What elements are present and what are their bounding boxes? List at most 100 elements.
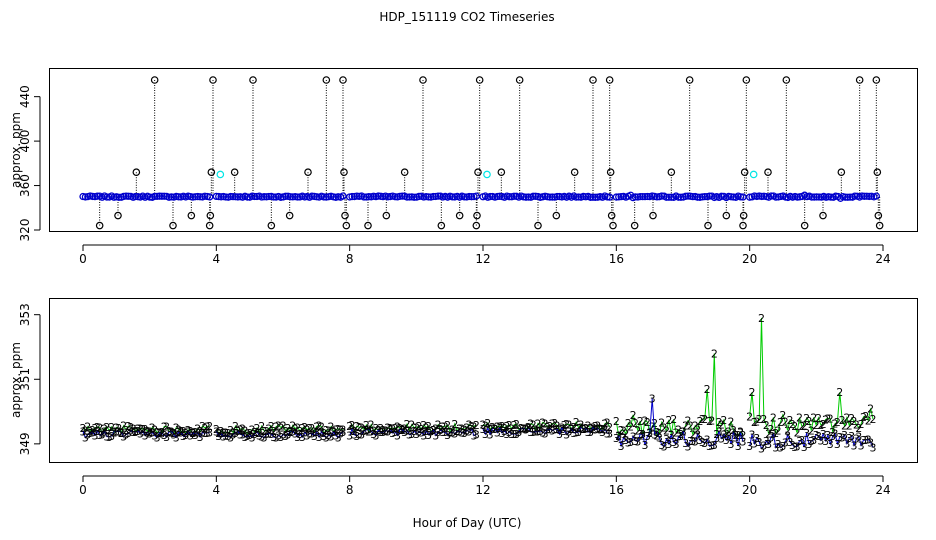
green-series-marker: 2 — [199, 420, 206, 433]
green-series-marker: 2 — [311, 426, 318, 439]
blue-series-marker: 3 — [394, 429, 401, 442]
blue-series-marker: 3 — [370, 428, 377, 441]
bottom-y-axis-title: approx. ppm — [9, 342, 23, 418]
blue-series-marker: 3 — [346, 430, 353, 443]
blue-series-marker: 3 — [249, 432, 256, 445]
green-series-marker: 2 — [656, 427, 663, 440]
blue-series-marker: 3 — [335, 432, 342, 445]
green-series-marker: 2 — [539, 416, 546, 429]
blue-series-marker: 3 — [501, 425, 508, 438]
green-series-marker: 2 — [323, 424, 330, 437]
top-plot-frame — [49, 68, 918, 232]
blue-series-marker: 3 — [96, 429, 103, 442]
green-series-marker: 2 — [575, 422, 582, 435]
data-point-black — [340, 168, 348, 177]
bottom-data-layer: 2222222222222222222222222222222222222222… — [80, 312, 877, 455]
green-series-marker: 2 — [841, 419, 848, 432]
blue-series-marker: 3 — [256, 430, 263, 443]
data-point-blue — [405, 193, 414, 201]
data-point-black — [114, 211, 122, 220]
green-series-marker: 2 — [867, 402, 874, 415]
green-series-marker: 2 — [115, 422, 122, 435]
green-series-marker: 2 — [482, 420, 489, 433]
green-series-marker: 2 — [332, 423, 339, 436]
green-series-marker: 2 — [154, 426, 161, 439]
blue-series-marker: 3 — [318, 426, 325, 439]
green-series-marker: 2 — [368, 419, 375, 432]
green-series-marker: 2 — [227, 424, 234, 437]
blue-series-marker: 3 — [668, 429, 675, 442]
green-series-marker: 2 — [824, 412, 831, 425]
blue-series-marker: 3 — [582, 422, 589, 435]
blue-series-marker: 3 — [111, 425, 118, 438]
blue-series-marker: 3 — [415, 425, 422, 438]
data-point-blue — [612, 193, 620, 201]
blue-series-marker: 3 — [487, 428, 494, 441]
green-series-line — [615, 353, 744, 439]
blue-series-marker: 3 — [815, 430, 822, 443]
green-series-marker: 2 — [197, 425, 204, 438]
blue-series-marker: 3 — [375, 424, 382, 437]
blue-series-marker: 3 — [447, 426, 454, 439]
data-point-blue — [243, 193, 252, 201]
blue-series-marker: 3 — [180, 430, 187, 443]
green-series-marker: 2 — [570, 421, 577, 434]
green-series-marker: 2 — [392, 422, 399, 435]
data-point-blue — [146, 193, 154, 201]
green-series-marker: 2 — [651, 417, 658, 430]
data-point-blue — [374, 192, 382, 200]
data-point-black — [364, 221, 372, 230]
data-point-blue — [281, 192, 290, 200]
data-point-black — [722, 211, 731, 220]
green-series-marker: 2 — [711, 347, 718, 360]
data-point-blue — [553, 192, 561, 201]
green-series-marker: 2 — [456, 422, 463, 435]
blue-series-marker: 3 — [848, 430, 855, 443]
green-series-marker: 2 — [253, 422, 260, 435]
green-series-marker: 2 — [356, 421, 363, 434]
data-point-black — [552, 211, 561, 220]
green-series-marker: 2 — [84, 421, 91, 434]
green-series-marker: 2 — [597, 423, 604, 436]
green-series-marker: 2 — [765, 427, 772, 440]
green-series-marker: 2 — [316, 419, 323, 432]
green-series-marker: 2 — [142, 423, 149, 436]
green-series-marker: 2 — [829, 426, 836, 439]
green-series-marker: 2 — [113, 421, 120, 434]
data-point-blue — [667, 193, 675, 201]
data-point-blue — [434, 192, 442, 200]
blue-series-marker: 3 — [634, 435, 641, 448]
blue-series-marker: 3 — [432, 429, 439, 442]
blue-series-marker: 3 — [299, 431, 306, 444]
data-point-blue — [339, 192, 347, 200]
green-series-marker: 2 — [320, 427, 327, 440]
green-series-marker: 2 — [401, 422, 408, 435]
green-series-marker: 2 — [377, 422, 384, 435]
data-point-black — [873, 168, 882, 177]
blue-series-marker: 3 — [867, 436, 874, 449]
blue-series-marker: 3 — [456, 425, 463, 438]
y-tick-label: 440 — [18, 85, 32, 108]
blue-series-marker: 3 — [606, 427, 613, 440]
green-series-marker: 2 — [96, 422, 103, 435]
green-series-marker: 2 — [204, 420, 211, 433]
green-series-marker: 2 — [168, 427, 175, 440]
green-series-marker: 2 — [794, 427, 801, 440]
data-point-blue — [586, 193, 595, 201]
data-point-black — [455, 211, 464, 220]
data-point-blue — [662, 193, 671, 201]
blue-series-marker: 3 — [746, 440, 753, 453]
green-series-marker: 2 — [161, 420, 168, 433]
green-series-marker: 2 — [349, 419, 356, 432]
data-point-blue — [174, 193, 183, 201]
green-series-marker: 2 — [620, 424, 627, 437]
blue-series-marker: 3 — [285, 429, 292, 442]
blue-series-marker: 3 — [234, 425, 241, 438]
data-point-blue — [348, 192, 356, 201]
blue-series-marker: 3 — [758, 442, 765, 455]
green-series-marker: 2 — [658, 416, 665, 429]
blue-series-marker: 3 — [242, 431, 249, 444]
blue-series-marker: 3 — [575, 426, 582, 439]
blue-series-marker: 3 — [340, 426, 347, 439]
green-series-marker: 2 — [292, 422, 299, 435]
